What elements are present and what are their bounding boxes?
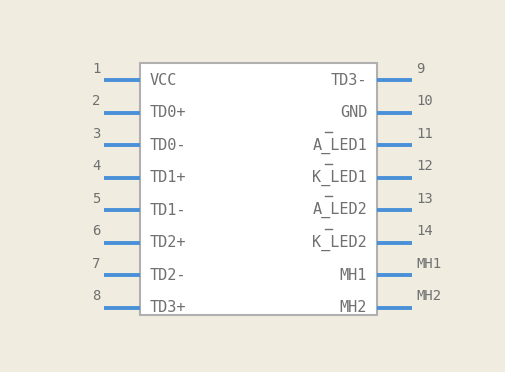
Text: 6: 6 — [92, 224, 100, 238]
Text: MH1: MH1 — [339, 268, 367, 283]
Bar — [139, 63, 376, 315]
Text: 1: 1 — [92, 62, 100, 76]
Text: TD2+: TD2+ — [149, 235, 186, 250]
Text: MH2: MH2 — [339, 300, 367, 315]
Text: 13: 13 — [416, 192, 432, 206]
Text: TD0+: TD0+ — [149, 105, 186, 120]
Text: 5: 5 — [92, 192, 100, 206]
Text: TD3-: TD3- — [330, 73, 367, 88]
Text: 7: 7 — [92, 257, 100, 271]
Text: 8: 8 — [92, 289, 100, 303]
Text: 14: 14 — [416, 224, 432, 238]
Text: 12: 12 — [416, 159, 432, 173]
Text: VCC: VCC — [149, 73, 177, 88]
Text: 10: 10 — [416, 94, 432, 108]
Text: A_LED2: A_LED2 — [312, 202, 367, 218]
Text: 4: 4 — [92, 159, 100, 173]
Text: 3: 3 — [92, 127, 100, 141]
Text: MH1: MH1 — [416, 257, 440, 271]
Text: GND: GND — [339, 105, 367, 120]
Text: TD2-: TD2- — [149, 268, 186, 283]
Text: TD3+: TD3+ — [149, 300, 186, 315]
Text: 11: 11 — [416, 127, 432, 141]
Text: K_LED2: K_LED2 — [312, 235, 367, 251]
Text: 9: 9 — [416, 62, 424, 76]
Text: TD1+: TD1+ — [149, 170, 186, 185]
Text: TD0-: TD0- — [149, 138, 186, 153]
Text: A_LED1: A_LED1 — [312, 137, 367, 154]
Text: MH2: MH2 — [416, 289, 440, 303]
Text: TD1-: TD1- — [149, 203, 186, 218]
Text: 2: 2 — [92, 94, 100, 108]
Text: K_LED1: K_LED1 — [312, 170, 367, 186]
